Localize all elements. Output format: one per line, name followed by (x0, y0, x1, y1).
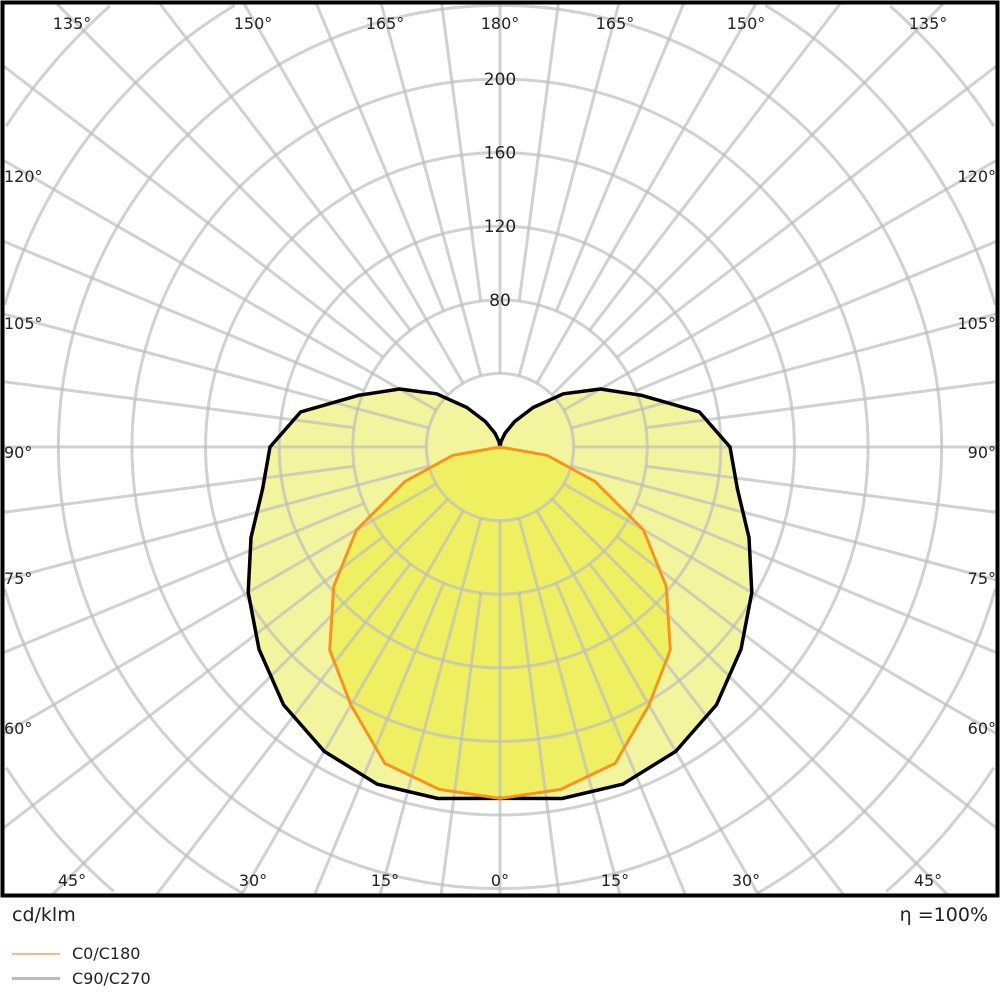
angle-label-right: 90° (968, 443, 996, 462)
grid-spoke (535, 509, 760, 895)
grid-spoke (570, 312, 997, 430)
angle-label-top: 135° (909, 14, 948, 33)
grid-spoke-minor (588, 3, 842, 332)
polar-chart: 80 120 160 200 135° 150° 165° 180° 165° 150° 135° 4… (0, 0, 1000, 898)
grid-spoke-minor (315, 3, 446, 312)
angle-label-bottom: 15° (601, 871, 629, 890)
grid-spoke-minor (635, 240, 997, 393)
grid-spoke-minor (615, 65, 997, 359)
grid-spoke-minor (313, 582, 446, 895)
grid-spoke (517, 517, 622, 895)
grid-spoke-minor (615, 535, 997, 829)
angle-label-left: 120° (4, 167, 43, 186)
grid-spoke-minor (3, 535, 385, 829)
grid-spoke (562, 482, 997, 735)
grid-spoke-minor (3, 380, 355, 430)
grid-spoke-minor (635, 501, 997, 654)
angle-label-bottom: 45° (914, 871, 942, 890)
grid-spoke (240, 509, 465, 895)
radial-tick-label: 80 (489, 291, 511, 311)
legend-item-c0: C0/C180 (12, 944, 140, 963)
grid-spoke-minor (588, 562, 845, 895)
grid-spoke (378, 517, 483, 895)
grid-spoke (535, 3, 758, 385)
angle-label-top: 135° (53, 14, 92, 33)
legend-swatch-c0 (12, 952, 60, 955)
grid-spoke (517, 3, 621, 377)
grid-spoke (55, 2, 450, 397)
grid-spoke-minor (554, 582, 687, 895)
angle-label-right: 75° (968, 569, 996, 588)
grid-spoke-minor (517, 3, 560, 302)
grid-spoke-minor (3, 501, 365, 654)
grid-spoke-minor (155, 562, 412, 895)
angle-label-right: 120° (957, 167, 996, 186)
grid-spoke-minor (554, 3, 685, 312)
grid-spoke-minor (158, 3, 412, 332)
legend-label-c0: C0/C180 (72, 944, 141, 963)
angle-label-left: 90° (4, 443, 32, 462)
angle-label-left: 60° (4, 719, 32, 738)
grid-spoke (3, 482, 438, 735)
radial-tick-label: 160 (484, 144, 516, 164)
angle-label-left: 75° (4, 569, 32, 588)
angle-label-bottom: 45° (58, 871, 86, 890)
plot-frame (0, 0, 1000, 898)
grid-spoke-minor (517, 592, 561, 895)
angle-label-bottom: 30° (732, 871, 760, 890)
grid-spoke (242, 3, 465, 385)
series-line-c0-c180 (328, 445, 672, 800)
angle-label-top: 150° (727, 14, 766, 33)
grid-spoke-minor (3, 65, 385, 359)
grid-spoke (550, 497, 949, 896)
radial-tick-label: 200 (484, 70, 516, 90)
grid-spoke-minor (440, 3, 483, 302)
angle-label-top: 150° (234, 14, 273, 33)
angle-label-bottom: 15° (371, 871, 399, 890)
grid-ring-320 (4, 4, 996, 893)
angle-label-top: 165° (596, 14, 635, 33)
grid-spoke (550, 2, 945, 397)
grid-spoke (3, 312, 430, 430)
grid-spoke-minor (3, 464, 355, 514)
grid-spoke-minor (3, 240, 365, 393)
grid-spoke (562, 159, 997, 412)
angle-label-bottom: 30° (239, 871, 267, 890)
legend-label-c90: C90/C270 (72, 969, 151, 988)
grid-spoke-minor (439, 592, 483, 895)
angle-label-bottom: 0° (491, 871, 509, 890)
angle-label-top: 180° (481, 14, 520, 33)
grid-spoke (51, 497, 450, 896)
grid-spoke-minor (645, 464, 997, 514)
efficiency-label: η =100% (899, 904, 988, 926)
legend-item-c90: C90/C270 (12, 969, 151, 988)
unit-label: cd/klm (12, 904, 76, 926)
grid-spoke (379, 3, 483, 377)
grid-spoke-minor (645, 380, 997, 430)
radial-tick-label: 120 (484, 217, 516, 237)
angle-label-left: 105° (4, 314, 43, 333)
angle-label-right: 105° (957, 314, 996, 333)
grid-spoke (3, 464, 430, 582)
legend-swatch-c90 (12, 977, 60, 980)
angle-label-top: 165° (366, 14, 405, 33)
grid-spoke (570, 464, 997, 582)
grid-spoke (3, 159, 438, 412)
angle-label-right: 60° (968, 719, 996, 738)
